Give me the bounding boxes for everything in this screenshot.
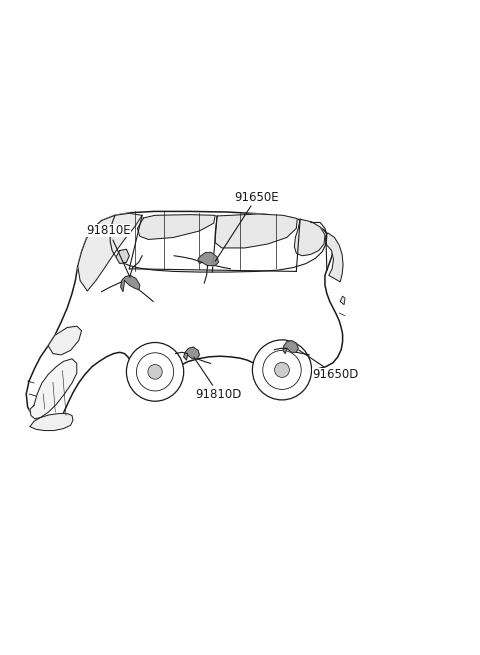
Polygon shape [26, 212, 343, 426]
Ellipse shape [126, 343, 184, 402]
Ellipse shape [148, 365, 162, 379]
Polygon shape [30, 359, 77, 419]
Polygon shape [326, 233, 343, 282]
Text: 91650D: 91650D [299, 350, 359, 381]
Polygon shape [340, 296, 345, 305]
Ellipse shape [275, 362, 289, 377]
Polygon shape [78, 214, 142, 291]
Polygon shape [184, 347, 199, 360]
Text: 91810E: 91810E [86, 225, 131, 277]
Polygon shape [283, 341, 298, 354]
Polygon shape [116, 250, 129, 263]
Polygon shape [198, 252, 218, 265]
Text: 91810D: 91810D [194, 357, 242, 400]
Polygon shape [120, 275, 140, 291]
Ellipse shape [136, 353, 174, 391]
Ellipse shape [263, 350, 301, 389]
Polygon shape [294, 219, 325, 255]
Text: 91650E: 91650E [215, 191, 279, 261]
Ellipse shape [252, 340, 312, 400]
Polygon shape [30, 413, 73, 430]
Polygon shape [215, 214, 297, 248]
Polygon shape [137, 215, 215, 240]
Polygon shape [48, 326, 82, 355]
